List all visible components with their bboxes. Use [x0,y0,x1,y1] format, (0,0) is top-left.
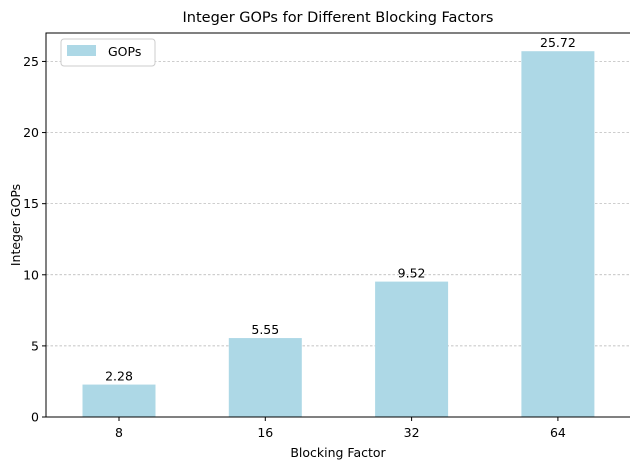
y-tick-label: 0 [31,410,39,425]
y-tick-label: 25 [23,54,39,69]
x-axis-ticks: 8 16 32 64 [115,417,566,440]
data-label: 2.28 [105,369,133,384]
legend-label: GOPs [108,44,141,59]
data-label: 5.55 [251,322,279,337]
x-tick-label: 32 [404,425,420,440]
data-label: 25.72 [540,35,576,50]
x-tick-label: 64 [550,425,566,440]
x-axis-label: Blocking Factor [290,445,386,460]
legend: GOPs [60,38,156,67]
legend-swatch [67,45,96,56]
y-tick-label: 5 [31,338,39,353]
y-axis-ticks: 0 5 10 15 20 25 [23,54,46,425]
y-tick-label: 20 [23,125,39,140]
chart-title: Integer GOPs for Different Blocking Fact… [183,10,494,26]
x-tick-label: 8 [115,425,123,440]
bar-64 [521,51,595,418]
y-axis-label: Integer GOPs [8,184,23,266]
bar-16 [228,338,302,417]
x-tick-label: 16 [257,425,273,440]
data-labels: 2.28 5.55 9.52 25.72 [105,35,576,383]
bar-8 [82,384,156,417]
y-tick-label: 15 [23,196,39,211]
y-tick-label: 10 [23,267,39,282]
data-label: 9.52 [398,266,426,281]
bar-32 [375,281,449,417]
bars [82,51,595,418]
plot-frame [45,32,630,418]
